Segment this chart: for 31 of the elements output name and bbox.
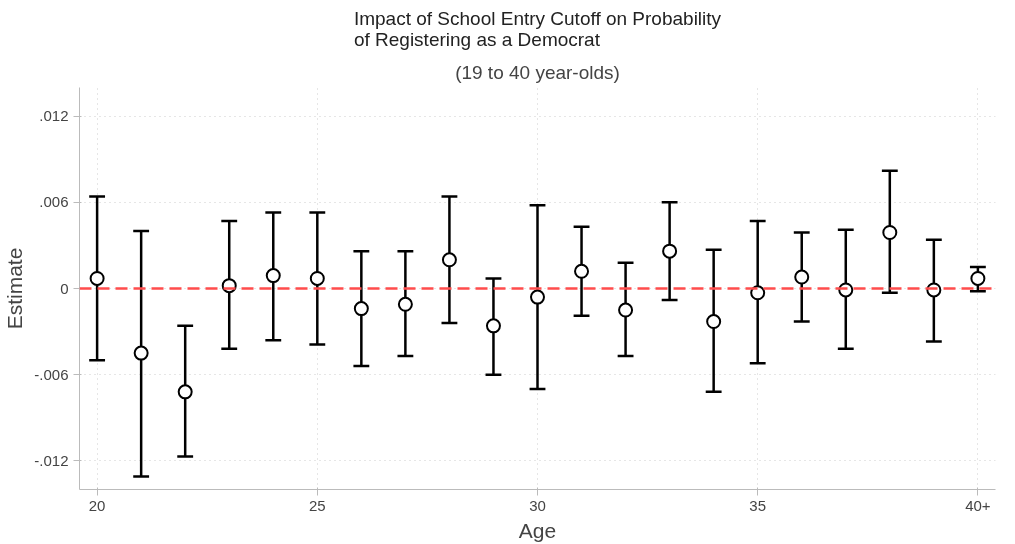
y-tick-label: .012 — [39, 107, 69, 125]
point — [618, 302, 634, 318]
point — [89, 270, 105, 286]
point — [882, 225, 898, 240]
point — [133, 345, 149, 361]
point — [441, 252, 457, 268]
point — [309, 270, 325, 286]
chart-subtitle: (19 to 40 year-olds) — [455, 61, 620, 83]
chart-title: Impact of School Entry Cutoff on Probability of Registering as a Democrat — [353, 7, 722, 50]
point — [662, 243, 678, 259]
x-tick-label: 30 — [529, 496, 546, 514]
x-tick-label: 35 — [749, 496, 767, 514]
x-tick-label: 20 — [88, 496, 106, 514]
y-tick-label: 0 — [60, 279, 69, 297]
y-tick-label: -.012 — [34, 451, 69, 469]
point — [177, 384, 193, 400]
x-tick-label: 25 — [308, 496, 326, 514]
point — [794, 269, 810, 285]
y-axis-title: Estimate — [3, 247, 27, 330]
point — [485, 318, 501, 334]
x-axis-title: Age — [518, 518, 557, 542]
point — [397, 296, 413, 312]
y-tick-label: -.006 — [34, 365, 69, 383]
x-tick-label: 40+ — [965, 496, 991, 514]
y-tick-label: .006 — [39, 193, 69, 211]
point — [706, 314, 722, 330]
point — [574, 263, 590, 279]
point — [530, 289, 545, 305]
point — [970, 270, 986, 286]
point — [265, 268, 281, 284]
point — [353, 301, 369, 317]
